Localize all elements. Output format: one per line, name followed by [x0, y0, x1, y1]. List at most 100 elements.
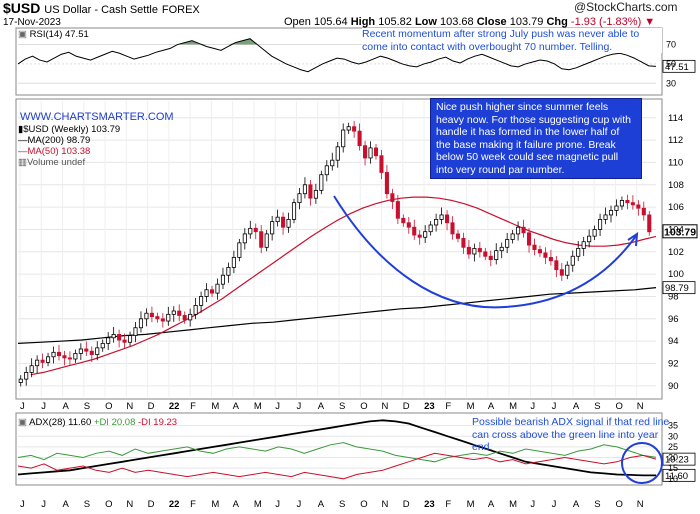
- x-tick-label-bottom: O: [105, 499, 112, 510]
- candle-body: [281, 216, 286, 228]
- x-tick-label-bottom: D: [148, 499, 155, 510]
- candle-body: [368, 147, 373, 159]
- candle-body: [51, 351, 56, 358]
- candle-body: [406, 222, 411, 228]
- candle-body: [138, 318, 144, 329]
- rsi-plot: 47.51: [17, 38, 696, 73]
- candle-body: [565, 264, 570, 276]
- website-url[interactable]: WWW.CHARTSMARTER.COM: [20, 111, 174, 123]
- candle-body: [537, 249, 542, 254]
- adx-tick-label: 10: [668, 474, 678, 484]
- candle-body: [488, 255, 493, 261]
- cup-arrowhead: [627, 232, 639, 247]
- high-value: 105.82: [378, 16, 412, 28]
- rsi-annotation: Recent momentum after strong July push w…: [362, 28, 662, 53]
- candle-body: [647, 214, 652, 233]
- candle-body: [89, 350, 94, 355]
- ma50-line: [30, 196, 657, 376]
- x-tick-label-bottom: J: [20, 499, 25, 510]
- x-tick-label-bottom: N: [382, 499, 389, 510]
- candle-body: [100, 342, 105, 349]
- candle-body: [494, 250, 499, 261]
- x-tick-label: D: [403, 401, 410, 412]
- x-tick-label-bottom: S: [594, 499, 600, 510]
- brand-logo: @StockCharts.com: [574, 0, 678, 14]
- open-value: 105.64: [313, 16, 348, 28]
- candle-body: [275, 216, 280, 223]
- x-tick-label-bottom: N: [637, 499, 644, 510]
- x-tick-label-bottom: F: [445, 499, 451, 510]
- price-tick-label: 108: [668, 180, 684, 191]
- x-tick-label: M: [254, 401, 262, 412]
- cup-annotation: Nice push higher since summer feels heav…: [430, 98, 642, 179]
- candle-body: [341, 129, 346, 148]
- price-legend: ▮$USD (Weekly) 103.79 —MA(200) 98.79 —MA…: [18, 124, 120, 168]
- candle-body: [111, 334, 116, 339]
- candle-body: [40, 359, 45, 363]
- x-tick-label: M: [467, 401, 475, 412]
- candle-body: [390, 193, 395, 202]
- price-panel-frame: [15, 98, 663, 400]
- x-tick-label: 23: [424, 401, 435, 412]
- candle-body: [160, 318, 165, 322]
- candle-body: [357, 130, 362, 147]
- candle-body: [248, 227, 253, 235]
- candle-body: [199, 296, 204, 306]
- high-label: High: [350, 16, 376, 28]
- chg-label: Chg: [546, 16, 568, 28]
- candle-body: [592, 229, 597, 237]
- candle-body: [608, 210, 614, 216]
- candle-icon: ▮: [18, 124, 24, 135]
- candle-body: [204, 289, 209, 297]
- candle-body: [455, 233, 461, 239]
- rsi-legend: ▣ RSI(14) 47.51: [18, 29, 89, 40]
- candle-body: [526, 232, 532, 246]
- price-last-value-box: [662, 224, 698, 239]
- mdi-last-value: 19.23: [665, 455, 689, 466]
- chart-title: $USD US Dollar - Cash Settle FOREX: [3, 0, 200, 16]
- x-tick-label: J: [552, 401, 557, 412]
- candle-body: [401, 217, 406, 224]
- x-tick-label: A: [318, 401, 325, 412]
- x-tick-label: J: [530, 401, 535, 412]
- rsi-line: [17, 38, 657, 73]
- candle-body: [182, 315, 187, 321]
- x-tick-label-bottom: J: [530, 499, 535, 510]
- candle-body: [521, 226, 526, 234]
- candle-body: [324, 165, 329, 176]
- candle-body: [117, 334, 122, 341]
- candle-body: [297, 193, 302, 204]
- candle-body: [128, 335, 133, 343]
- x-tick-label: J: [296, 401, 301, 412]
- axis-labels: 30 50 70 90 92 94 96 98 100 102 104 106 108 110 112 114…: [20, 40, 684, 510]
- candle-body: [619, 200, 624, 207]
- x-tick-label-bottom: J: [552, 499, 557, 510]
- candle-body: [417, 234, 422, 238]
- x-tick-label: A: [488, 401, 495, 412]
- candle-body: [641, 207, 646, 216]
- adx-legend: ▣ ADX(28) 11.60 +DI 20.08 -DI 19.23: [18, 417, 177, 428]
- x-tick-label-bottom: J: [275, 499, 280, 510]
- candle-body: [461, 237, 466, 248]
- x-tick-label: J: [275, 401, 280, 412]
- ma50-line-icon: —: [18, 146, 28, 157]
- rsi-panel-frame: [15, 27, 663, 96]
- candle-body: [62, 355, 67, 359]
- candle-body: [237, 242, 242, 258]
- down-arrow-icon: ▼: [644, 16, 656, 28]
- candle-body: [548, 256, 553, 262]
- rsi-tick-label: 70: [666, 40, 676, 50]
- adx-tick-label: 35: [668, 421, 678, 431]
- candle-body: [171, 310, 176, 315]
- candle-body: [67, 357, 72, 360]
- candle-body: [510, 233, 515, 240]
- candle-body: [35, 359, 40, 367]
- x-tick-label-bottom: F: [190, 499, 196, 510]
- x-tick-label: 22: [169, 401, 180, 412]
- rsi-tick-label: 50: [666, 59, 676, 69]
- open-label: Open: [284, 16, 311, 28]
- candle-body: [570, 255, 575, 266]
- price-tick-label: 112: [668, 135, 683, 146]
- candle-body: [576, 248, 581, 257]
